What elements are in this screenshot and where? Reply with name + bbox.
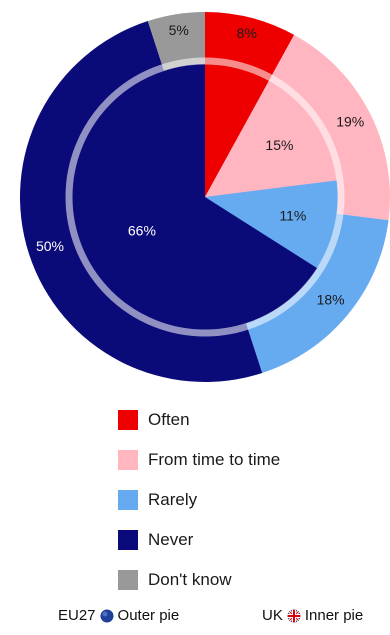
footer-eu-label: EU27 <box>58 607 96 624</box>
inner-pie-slice-from-time-to-time <box>205 80 337 197</box>
inner-pie-label-rarely: 11% <box>279 207 306 223</box>
legend-swatch-dont-know <box>118 570 138 590</box>
pie-separator-ring <box>65 57 345 337</box>
legend-label-dont-know: Don't know <box>148 570 232 589</box>
legend-swatch-rarely <box>118 490 138 510</box>
legend: Often From time to time Rarely Never Don… <box>118 400 378 600</box>
outer-pie-label-from-time-to-time: 19% <box>336 114 364 130</box>
pie-chart: 8% 19% 18% 50% 5% 15% 11% 66% <box>20 12 390 383</box>
legend-swatch-from-time-to-time <box>118 450 138 470</box>
uk-flag-icon <box>287 609 301 622</box>
footer-uk-suffix: Inner pie <box>304 607 364 624</box>
legend-label-rarely: Rarely <box>148 490 198 509</box>
legend-item-from-time-to-time: From time to time <box>118 440 378 480</box>
legend-label-never: Never <box>148 530 194 549</box>
outer-pie-label-dont-know: 5% <box>169 22 189 38</box>
legend-item-rarely: Rarely <box>118 480 378 520</box>
legend-swatch-often <box>118 410 138 430</box>
footer-caption: EU27 Outer pie UK <box>0 607 390 631</box>
footer-uk: UK Inner pie <box>262 607 363 624</box>
legend-swatch-never <box>118 530 138 550</box>
eu-flag-icon <box>100 609 114 622</box>
legend-item-often: Often <box>118 400 378 440</box>
legend-item-never: Never <box>118 520 378 560</box>
inner-pie-slice-never <box>72 64 318 331</box>
inner-pie-slice-often <box>205 64 270 197</box>
legend-item-dont-know: Don't know <box>118 560 378 600</box>
legend-label-often: Often <box>148 410 190 429</box>
footer-eu-suffix: Outer pie <box>117 607 180 624</box>
legend-label-from-time-to-time: From time to time <box>148 450 281 469</box>
inner-pie-label-never: 66% <box>128 222 156 238</box>
inner-pie-slice-rarely <box>205 180 339 269</box>
outer-pie-label-never: 50% <box>36 238 64 254</box>
inner-pie-label-from-time-to-time: 15% <box>265 137 293 153</box>
footer-eu: EU27 Outer pie <box>58 607 179 624</box>
outer-pie-label-rarely: 18% <box>317 292 345 308</box>
outer-pie-label-often: 8% <box>237 25 257 41</box>
footer-uk-label: UK <box>262 607 283 624</box>
